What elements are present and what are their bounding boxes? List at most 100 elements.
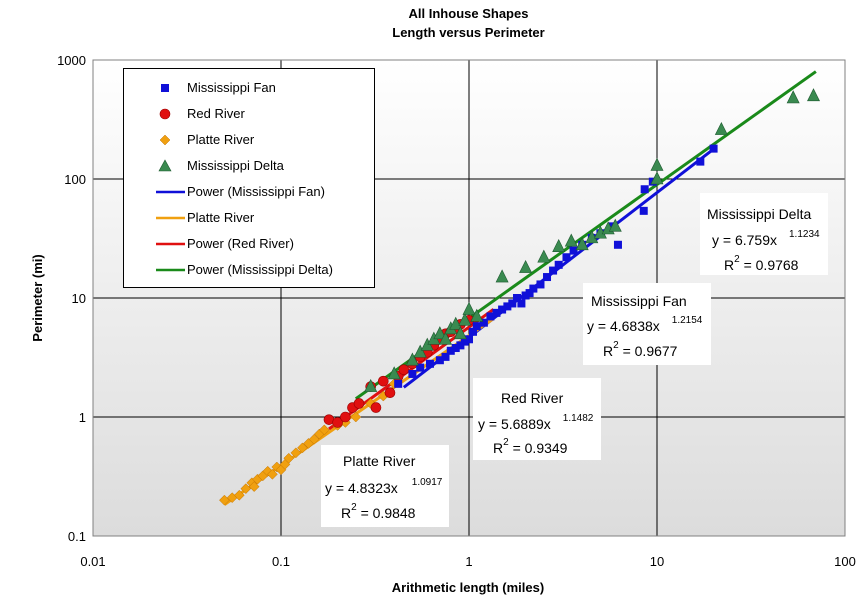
data-point xyxy=(353,398,365,409)
circle-marker-icon xyxy=(159,108,171,120)
legend-label: Power (Mississippi Fan) xyxy=(187,184,325,199)
annotation-mississippi-fan: Mississippi Fan y = 4.6838x 1.2154 R2 = 0… xyxy=(583,283,711,365)
line-marker-icon xyxy=(156,268,185,272)
data-point xyxy=(384,387,396,399)
data-point xyxy=(549,266,558,275)
data-point xyxy=(562,253,571,262)
y-tick-label: 10 xyxy=(72,291,86,306)
annotation-equation: y = 4.6838x 1.2154 xyxy=(587,315,703,334)
data-point xyxy=(441,352,450,361)
plot-border xyxy=(92,59,846,537)
data-point xyxy=(525,289,534,298)
data-point xyxy=(462,301,476,315)
legend-label: Platte River xyxy=(187,132,255,147)
data-point xyxy=(650,171,664,185)
data-point xyxy=(460,337,469,346)
data-point xyxy=(472,322,481,331)
annotation-mississippi-delta: Mississippi Delta y = 6.759x 1.1234 R2 = … xyxy=(700,193,828,275)
y-tick-label: 0.1 xyxy=(68,529,86,544)
data-point xyxy=(709,144,718,153)
legend-item-mississippi-delta: Mississippi Delta xyxy=(124,154,374,178)
data-point xyxy=(283,452,295,464)
data-point xyxy=(446,346,455,355)
x-tick-label: 0.1 xyxy=(272,554,290,569)
data-point xyxy=(479,318,488,327)
data-point xyxy=(240,483,252,494)
data-point xyxy=(456,341,465,350)
data-point xyxy=(387,366,401,380)
legend-label: Red River xyxy=(187,106,245,121)
annotation-name: Platte River xyxy=(343,453,416,469)
chart-subtitle: Length versus Perimeter xyxy=(392,25,545,40)
legend-item-power-mississippi-fan: Power (Mississippi Fan) xyxy=(124,180,374,204)
line-marker-icon xyxy=(156,242,185,246)
annotation-name: Mississippi Fan xyxy=(591,293,687,309)
data-point xyxy=(650,157,664,171)
annotation-r2: R2 = 0.9349 xyxy=(493,437,568,456)
data-point xyxy=(529,284,538,293)
data-point xyxy=(554,260,563,269)
data-point xyxy=(608,218,622,232)
data-point xyxy=(696,157,705,166)
x-tick-label: 10 xyxy=(650,554,664,569)
data-point xyxy=(340,411,351,423)
data-point xyxy=(398,364,410,375)
data-point xyxy=(377,375,389,387)
data-point xyxy=(308,433,320,445)
annotation-r2: R2 = 0.9677 xyxy=(603,340,678,359)
data-point xyxy=(394,379,403,388)
data-point xyxy=(370,402,382,413)
x-axis-label: Arithmetic length (miles) xyxy=(392,580,544,595)
data-point xyxy=(486,312,495,321)
line-marker-icon xyxy=(156,190,185,194)
data-point xyxy=(503,302,512,311)
data-point xyxy=(332,417,343,428)
data-point xyxy=(492,308,501,317)
annotation-platte-river: Platte River y = 4.8323x 1.0917 R2 = 0.98… xyxy=(321,445,449,527)
data-point xyxy=(537,249,551,263)
y-tick-label: 1 xyxy=(79,410,86,425)
y-tick-label: 100 xyxy=(64,172,86,187)
square-marker-icon xyxy=(161,84,169,92)
data-point xyxy=(564,233,578,247)
data-point xyxy=(512,294,521,302)
data-point xyxy=(519,259,533,273)
legend-label: Power (Mississippi Delta) xyxy=(187,262,333,277)
data-point xyxy=(439,331,452,345)
annotation-r2: R2 = 0.9848 xyxy=(341,502,416,521)
data-point xyxy=(508,299,517,308)
data-point xyxy=(449,316,463,330)
legend-label: Power (Red River) xyxy=(187,236,294,251)
legend-item-power-red-river: Power (Red River) xyxy=(124,232,374,256)
annotation-red-river: Red River y = 5.6889x 1.1482 R2 = 0.9349 xyxy=(473,378,601,460)
data-point xyxy=(451,344,460,353)
legend-label: Mississippi Delta xyxy=(187,158,284,173)
data-point xyxy=(786,90,800,104)
legend-label: Platte River xyxy=(187,210,255,225)
data-point xyxy=(458,312,472,326)
legend-item-platte-river-trend: Platte River xyxy=(124,206,374,230)
data-point xyxy=(435,356,444,365)
data-point xyxy=(575,237,589,251)
data-point xyxy=(290,447,302,459)
legend-item-power-mississippi-delta: Power (Mississippi Delta) xyxy=(124,258,374,282)
data-point xyxy=(543,273,552,282)
data-point xyxy=(495,269,509,283)
data-point xyxy=(248,481,260,492)
data-point xyxy=(552,238,566,252)
data-point xyxy=(498,305,507,314)
data-point xyxy=(405,352,419,366)
data-point xyxy=(416,363,425,372)
data-point xyxy=(453,326,467,340)
y-axis-label: Perimeter (mi) xyxy=(30,254,45,341)
data-point xyxy=(233,489,245,501)
diamond-marker-icon xyxy=(159,134,171,146)
legend-item-mississippi-fan: Mississippi Fan xyxy=(124,76,374,100)
data-point xyxy=(807,88,820,102)
y-tick-label: 1000 xyxy=(57,53,86,68)
data-point xyxy=(536,280,545,289)
legend-item-red-river: Red River xyxy=(124,102,374,126)
data-point xyxy=(465,335,473,344)
data-point xyxy=(364,378,378,392)
